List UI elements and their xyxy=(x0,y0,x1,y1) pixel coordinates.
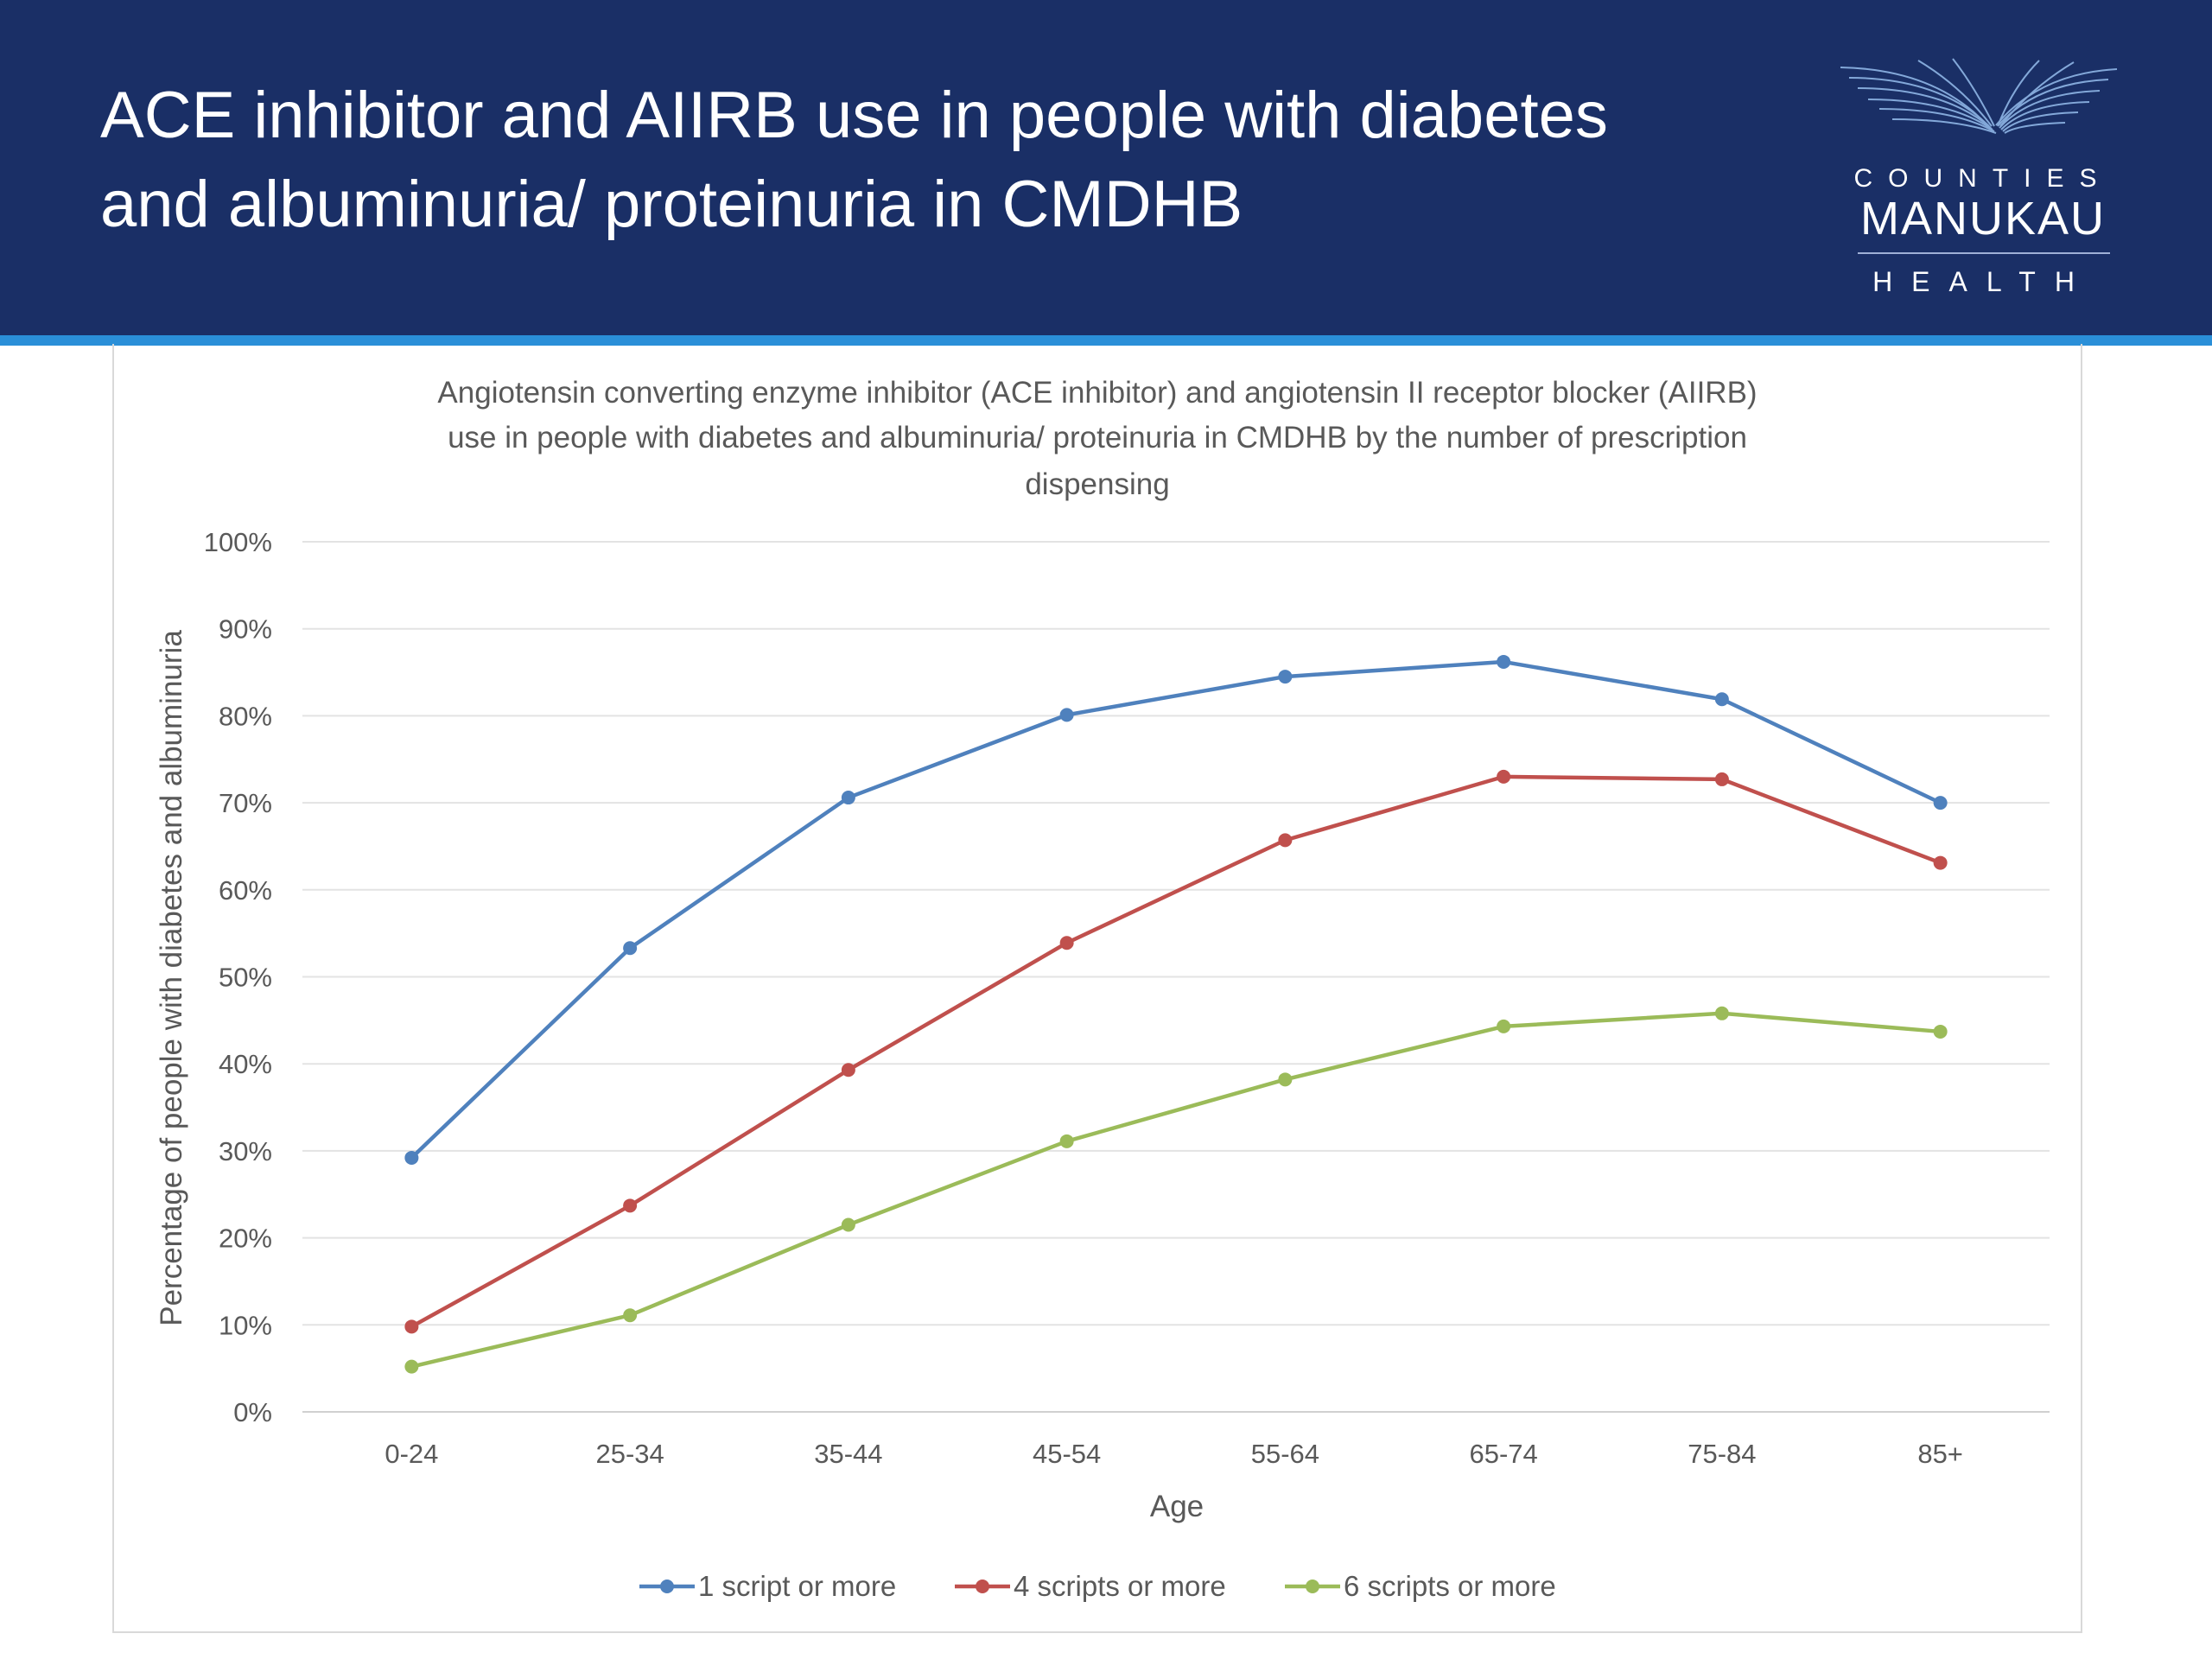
y-tick-label: 10% xyxy=(219,1310,272,1340)
chart-title-line-3: dispensing xyxy=(1025,467,1169,501)
data-point xyxy=(1278,1072,1293,1087)
data-point xyxy=(1059,708,1074,722)
gridlines xyxy=(302,541,2050,1413)
series-line xyxy=(410,659,1942,1160)
y-tick-label: 70% xyxy=(219,788,272,818)
slide-title-line-2: and albuminuria/ proteinuria in CMDHB xyxy=(100,168,1243,241)
data-point xyxy=(1714,772,1729,786)
chart-title-line-1: Angiotensin converting enzyme inhibitor … xyxy=(437,376,1757,410)
data-point xyxy=(1497,1019,1511,1033)
logo-text-manukau: MANUKAU xyxy=(1859,193,2107,245)
y-tick-label: 90% xyxy=(219,614,272,645)
data-point xyxy=(1059,1134,1074,1148)
y-axis-ticks: 0% 10% 20% 30% 40% 50% 60% 70% 80% 90% 100% xyxy=(204,527,272,1427)
data-point xyxy=(404,1150,419,1165)
y-axis-title: Percentage of people with diabetes and a… xyxy=(155,630,188,1326)
x-tick-label: 55-64 xyxy=(1251,1439,1319,1469)
y-tick-label: 60% xyxy=(219,875,272,906)
data-point xyxy=(1278,833,1293,848)
chart-frame xyxy=(112,344,2082,1633)
data-point xyxy=(1933,1024,1948,1039)
data-point xyxy=(1714,1006,1729,1020)
data-point xyxy=(841,1217,855,1232)
x-axis-ticks: 0-24 25-34 35-44 45-54 55-64 65-74 75-84 85+ xyxy=(385,1439,1963,1469)
series-line xyxy=(410,1011,1942,1369)
data-point xyxy=(1059,936,1074,950)
logo-divider xyxy=(1858,252,2110,254)
slide-title: ACE inhibitor and AIIRB use in people wi… xyxy=(100,71,1725,249)
x-tick-label: 65-74 xyxy=(1469,1439,1537,1469)
data-point xyxy=(404,1359,419,1374)
legend-label: 6 scripts or more xyxy=(1344,1570,1556,1602)
data-point xyxy=(623,941,638,956)
y-tick-label: 100% xyxy=(204,527,272,557)
legend-label: 4 scripts or more xyxy=(1014,1570,1226,1602)
logo-text-health: HEALTH xyxy=(1872,266,2094,297)
series-group xyxy=(404,654,1948,1374)
x-axis-title: Age xyxy=(1150,1490,1204,1523)
x-tick-label: 85+ xyxy=(1917,1439,1963,1469)
y-tick-label: 40% xyxy=(219,1049,272,1079)
data-point xyxy=(1497,654,1511,669)
legend: 1 script or more 4 scripts or more 6 scrip… xyxy=(639,1570,1556,1602)
logo-mark-icon xyxy=(1840,58,2118,134)
x-tick-label: 45-54 xyxy=(1033,1439,1101,1469)
y-tick-label: 20% xyxy=(219,1224,272,1254)
series-line xyxy=(410,774,1942,1329)
data-point xyxy=(1933,796,1948,810)
data-point xyxy=(623,1308,638,1323)
data-point xyxy=(1933,855,1948,870)
x-tick-label: 35-44 xyxy=(814,1439,882,1469)
data-point xyxy=(404,1319,419,1334)
logo-text-counties: COUNTIES xyxy=(1853,164,2113,193)
data-point xyxy=(1278,670,1293,684)
data-point xyxy=(623,1198,638,1213)
legend-marker xyxy=(1306,1580,1319,1593)
slide-title-line-1: ACE inhibitor and AIIRB use in people wi… xyxy=(100,79,1608,152)
y-tick-label: 30% xyxy=(219,1136,272,1166)
y-tick-label: 80% xyxy=(219,701,272,731)
y-tick-label: 50% xyxy=(219,963,272,993)
slide-header xyxy=(0,0,2212,335)
header-accent-line xyxy=(0,335,2212,346)
legend-marker xyxy=(660,1580,674,1593)
data-point xyxy=(841,791,855,805)
x-tick-label: 25-34 xyxy=(595,1439,664,1469)
legend-marker xyxy=(976,1580,989,1593)
data-point xyxy=(1714,692,1729,707)
chart-title: Angiotensin converting enzyme inhibitor … xyxy=(437,376,1757,501)
legend-label: 1 script or more xyxy=(698,1570,896,1602)
data-point xyxy=(1497,769,1511,784)
x-tick-label: 75-84 xyxy=(1688,1439,1756,1469)
chart-title-line-2: use in people with diabetes and albuminu… xyxy=(448,421,1747,454)
y-tick-label: 0% xyxy=(233,1397,272,1427)
x-tick-label: 0-24 xyxy=(385,1439,438,1469)
data-point xyxy=(841,1063,855,1077)
